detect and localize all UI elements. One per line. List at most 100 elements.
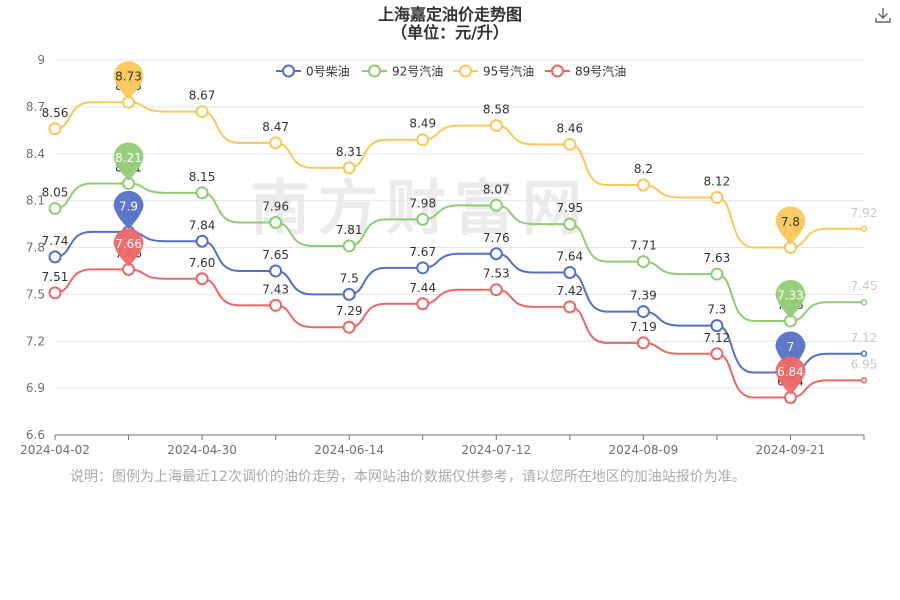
max-pin: 7.66	[113, 228, 144, 267]
data-point	[636, 336, 650, 350]
data-label: 7.43	[262, 282, 289, 296]
data-label: 7.42	[556, 284, 583, 298]
data-point	[269, 136, 283, 150]
data-label: 7.12	[704, 331, 731, 345]
pin-label: 8.73	[115, 70, 142, 84]
data-label: 7.29	[336, 304, 363, 318]
data-point	[563, 266, 577, 279]
pin-label: 7.66	[115, 237, 142, 251]
data-point	[416, 297, 430, 311]
x-tick-label: 2024-06-14	[314, 443, 384, 457]
legend-item[interactable]: 0号柴油	[276, 64, 350, 79]
data-point	[710, 267, 724, 281]
data-label: 8.12	[704, 175, 731, 189]
data-label: 8.07	[483, 182, 510, 196]
grid-lines	[55, 59, 864, 436]
data-label: 8.31	[336, 145, 363, 159]
data-label: 7.60	[189, 256, 216, 270]
y-tick-label: 6.9	[26, 381, 45, 395]
data-point	[710, 347, 724, 361]
data-point	[269, 216, 283, 229]
data-point	[563, 137, 577, 151]
data-point	[342, 239, 356, 253]
data-point	[342, 320, 356, 334]
data-point	[195, 272, 209, 286]
data-label: 7.98	[409, 196, 436, 210]
data-point	[563, 300, 577, 314]
data-label: 8.2	[634, 162, 653, 176]
pin-shape	[775, 279, 806, 318]
min-pin: 7.33	[775, 279, 806, 318]
series-line	[54, 230, 864, 374]
x-tick-label: 2024-08-09	[608, 443, 678, 457]
pin-label: 7	[787, 340, 795, 354]
data-point	[195, 105, 209, 119]
data-label: 7.51	[42, 270, 69, 284]
pin-label: 7.8	[781, 215, 800, 229]
data-label: 6.95	[851, 357, 878, 371]
min-pin: 6.84	[775, 356, 806, 395]
data-label: 7.45	[851, 279, 878, 293]
y-tick-label: 7.5	[26, 287, 45, 301]
data-point	[342, 161, 356, 175]
data-point	[195, 234, 209, 248]
data-point	[636, 178, 650, 192]
data-point	[48, 250, 62, 264]
data-label: 7.63	[704, 251, 731, 265]
legend: 0号柴油 92号汽油 95号汽油 89号汽油	[276, 64, 626, 79]
data-point	[860, 350, 868, 357]
data-label: 7.71	[630, 239, 657, 253]
data-label: 8.46	[556, 121, 583, 135]
legend-swatch-marker	[368, 64, 381, 78]
pin-label: 8.21	[115, 151, 142, 165]
data-point	[563, 217, 577, 231]
data-label: 7.44	[409, 281, 436, 295]
data-point	[710, 319, 724, 333]
data-point	[636, 305, 650, 319]
series-3: 7.517.667.607.437.297.447.537.427.197.12…	[42, 246, 878, 404]
series-2: 8.568.738.678.478.318.498.588.468.28.127…	[42, 79, 878, 254]
data-label: 8.58	[483, 103, 510, 117]
data-point	[860, 377, 868, 384]
series-line	[54, 268, 864, 399]
data-point	[416, 133, 430, 147]
data-point	[342, 287, 356, 301]
data-label: 7.12	[851, 331, 878, 345]
pin-shape	[113, 190, 144, 229]
data-point	[489, 119, 503, 133]
pin-shape	[775, 356, 806, 395]
data-point	[269, 298, 283, 312]
pin-label: 7.9	[119, 199, 138, 213]
data-label: 7.53	[483, 267, 510, 281]
series-line	[54, 101, 864, 249]
max-pin: 8.73	[113, 61, 144, 100]
data-point	[710, 191, 724, 204]
x-tick-label: 2024-04-30	[167, 443, 237, 457]
legend-item[interactable]: 92号汽油	[362, 64, 443, 79]
legend-item[interactable]: 95号汽油	[453, 64, 534, 79]
data-label: 7.39	[630, 289, 657, 303]
legend-swatch-marker	[551, 64, 564, 78]
data-point	[269, 264, 283, 278]
data-label: 7.76	[483, 231, 510, 245]
data-label: 8.15	[189, 170, 216, 184]
pin-shape	[775, 206, 806, 245]
data-label: 7.92	[851, 206, 878, 220]
data-point	[636, 255, 650, 269]
y-tick-label: 8.4	[26, 147, 45, 161]
data-label: 7.84	[189, 218, 216, 232]
data-label: 8.47	[262, 120, 289, 134]
data-label: 7.96	[262, 200, 289, 214]
y-tick-label: 7.8	[26, 241, 45, 255]
legend-item[interactable]: 89号汽油	[545, 64, 626, 79]
max-pin: 7.9	[113, 190, 144, 229]
x-axis: 2024-04-02 2024-04-30 2024-06-14 2024-07-12…	[20, 434, 865, 457]
data-point	[416, 212, 430, 226]
max-pin: 8.21	[113, 142, 144, 181]
legend-swatch-marker	[459, 64, 472, 78]
data-point	[48, 286, 62, 300]
data-point	[489, 198, 503, 212]
download-icon[interactable]	[874, 6, 892, 24]
legend-label: 95号汽油	[483, 64, 534, 79]
data-label: 8.05	[42, 185, 69, 199]
